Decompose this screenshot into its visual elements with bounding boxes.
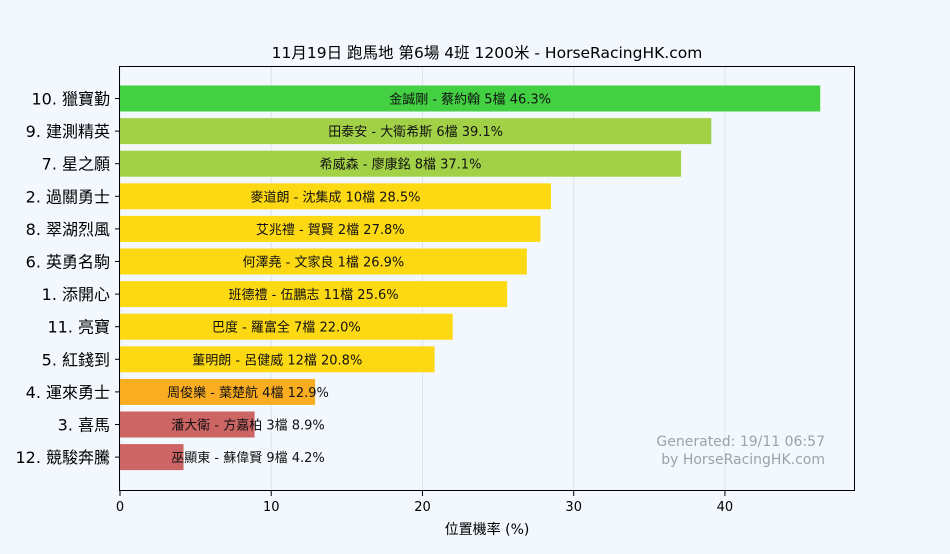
bar-label-10: 潘大衛 - 方嘉柏 3檔 8.9% xyxy=(171,418,325,434)
y-tick-labels: 10. 獵寶勤 9. 建測精英 7. 星之願 2. 過關勇士 8. 翠湖烈風 6. 英勇名… xyxy=(15,90,120,467)
bar-label-5: 何澤堯 - 文家良 1檔 26.9% xyxy=(243,255,405,271)
plot-frame xyxy=(119,66,855,491)
bar-8 xyxy=(120,346,435,373)
bar-7 xyxy=(120,313,453,340)
y-tick-label-11: 12. 競駿奔騰 xyxy=(15,448,110,467)
y-tick-label-10: 3. 喜馬 xyxy=(58,416,110,435)
y-tick-label-1: 9. 建測精英 xyxy=(26,122,110,141)
bar-label-2: 希威森 - 廖康銘 8檔 37.1% xyxy=(320,157,482,173)
bar-label-4: 艾兆禮 - 賀賢 2檔 27.8% xyxy=(256,223,405,238)
x-tick-label-1: 10 xyxy=(263,500,280,515)
bar-9 xyxy=(120,378,316,405)
y-tick-label-5: 6. 英勇名駒 xyxy=(26,253,110,272)
bar-0 xyxy=(120,85,821,112)
bar-label-0: 金誠剛 - 蔡約翰 5檔 46.3% xyxy=(389,92,551,108)
y-tick-label-6: 1. 添開心 xyxy=(42,285,110,304)
watermark-line-2: by HorseRacingHK.com xyxy=(661,452,825,468)
bar-3 xyxy=(120,183,552,210)
x-tick-label-4: 40 xyxy=(717,500,734,515)
y-tick-label-8: 5. 紅錢到 xyxy=(42,350,110,369)
bar-label-6: 班德禮 - 伍鵬志 11檔 25.6% xyxy=(229,288,399,303)
bar-label-11: 巫顯東 - 蘇偉賢 9檔 4.2% xyxy=(171,450,325,466)
bar-label-1: 田泰安 - 大衛希斯 6檔 39.1% xyxy=(328,125,503,140)
chart-title: 11月19日 跑馬地 第6場 4班 1200米 - HorseRacingHK.… xyxy=(272,44,703,62)
y-tick-label-3: 2. 過關勇士 xyxy=(26,187,110,206)
bar-label-7: 巴度 - 羅富全 7檔 22.0% xyxy=(212,320,361,336)
bar-2 xyxy=(120,150,682,177)
y-tick-label-2: 7. 星之願 xyxy=(42,155,110,174)
x-axis-label: 位置機率 (%) xyxy=(445,521,530,538)
bar-4 xyxy=(120,215,541,242)
bar-1 xyxy=(120,118,712,145)
y-tick-label-9: 4. 運來勇士 xyxy=(26,383,110,402)
bar-label-9: 周俊樂 - 葉楚航 4檔 12.9% xyxy=(167,385,329,401)
bar-label-8: 董明朗 - 呂健威 12檔 20.8% xyxy=(192,353,362,368)
bar-10 xyxy=(120,411,255,438)
bar-6 xyxy=(120,281,508,308)
bars-group xyxy=(120,85,821,471)
bar-labels-group: 金誠剛 - 蔡約翰 5檔 46.3% 田泰安 - 大衛希斯 6檔 39.1% 希威森… xyxy=(167,92,551,467)
x-tick-label-3: 30 xyxy=(565,500,582,515)
x-ticks: 0 10 20 30 40 xyxy=(116,491,733,515)
y-tick-label-7: 11. 亮寶 xyxy=(47,318,110,337)
watermark-line-1: Generated: 19/11 06:57 xyxy=(656,434,825,450)
bar-label-3: 麥道朗 - 沈集成 10檔 28.5% xyxy=(250,189,420,205)
bar-5 xyxy=(120,248,527,275)
bar-11 xyxy=(120,444,184,471)
y-tick-label-4: 8. 翠湖烈風 xyxy=(26,220,110,239)
y-tick-label-0: 10. 獵寶勤 xyxy=(31,90,110,109)
x-tick-label-0: 0 xyxy=(116,500,124,515)
x-tick-label-2: 20 xyxy=(414,500,431,515)
